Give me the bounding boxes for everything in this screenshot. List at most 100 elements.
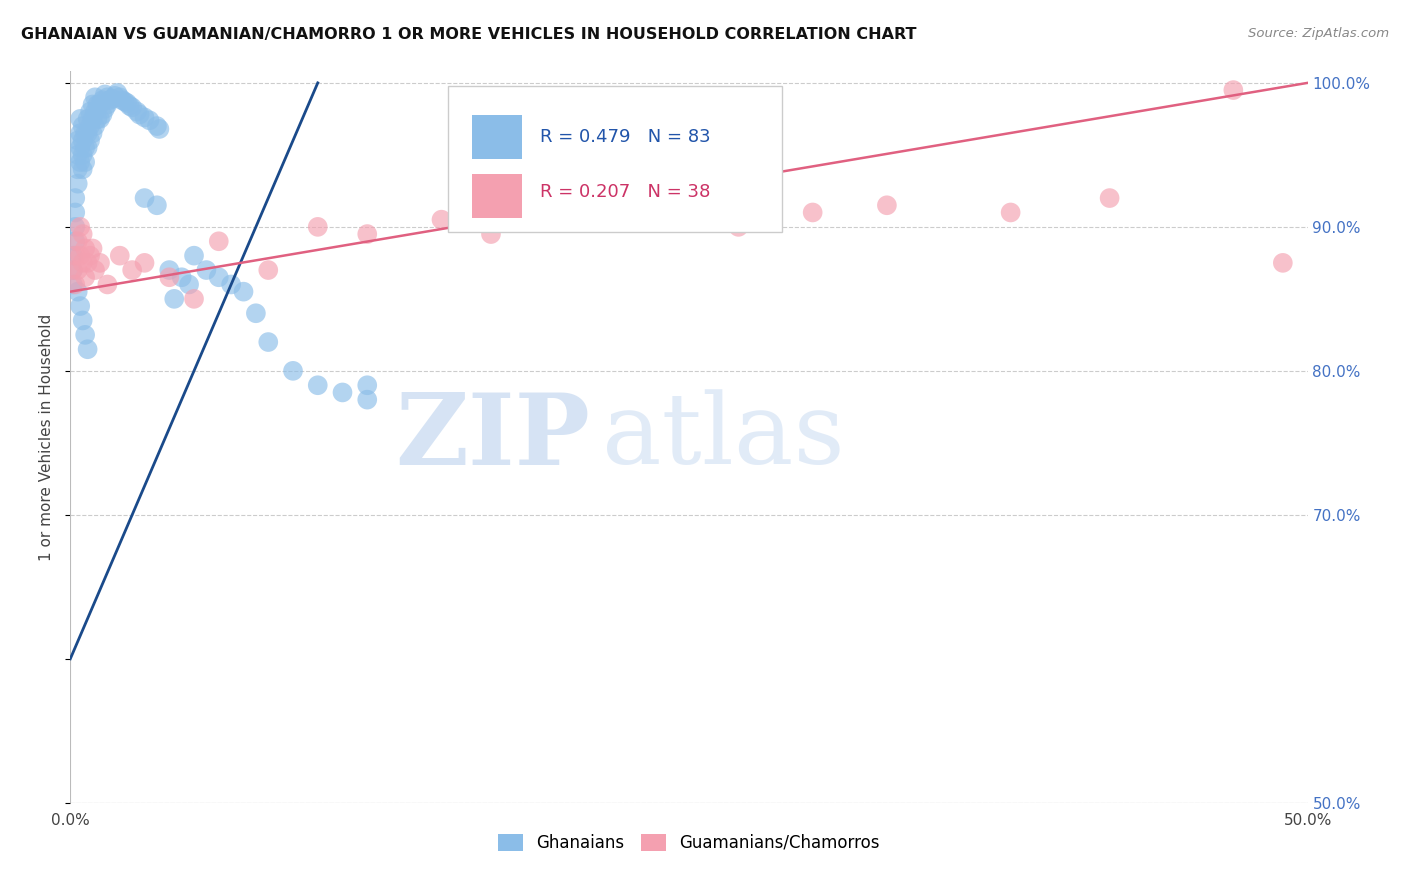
Point [195, 263, 218, 277]
Text: R = 0.479   N = 83: R = 0.479 N = 83 [540, 128, 711, 146]
Point [208, 270, 231, 285]
Point [96, 90, 118, 104]
Point [1000, 205, 1022, 219]
Point [232, 285, 254, 299]
Point [727, 219, 749, 234]
Point [554, 191, 576, 205]
Point [69, 299, 91, 313]
Point [84, 104, 107, 119]
Point [183, 249, 205, 263]
Point [66, 263, 89, 277]
Point [121, 100, 143, 114]
Point [69, 141, 91, 155]
Point [177, 277, 200, 292]
Point [65, 234, 87, 248]
Point [76, 343, 98, 357]
Point [84, 90, 107, 104]
Point [170, 270, 193, 285]
Point [105, 86, 128, 100]
Point [72, 119, 94, 133]
Point [75, 270, 97, 285]
Point [148, 122, 170, 136]
Point [257, 263, 280, 277]
Point [281, 364, 304, 378]
Point [72, 313, 94, 327]
Point [72, 227, 94, 241]
Point [65, 277, 87, 292]
Point [62, 249, 84, 263]
Point [75, 126, 97, 140]
Text: atlas: atlas [602, 389, 845, 485]
Point [114, 95, 136, 109]
Point [82, 242, 104, 256]
Point [134, 111, 156, 125]
Point [69, 219, 91, 234]
Point [219, 277, 242, 292]
Point [82, 97, 104, 112]
Text: R = 0.207   N = 38: R = 0.207 N = 38 [540, 183, 711, 201]
Point [111, 93, 134, 107]
Point [104, 88, 127, 103]
FancyBboxPatch shape [447, 86, 782, 232]
Point [430, 212, 453, 227]
Point [62, 263, 84, 277]
Point [603, 205, 626, 219]
Point [86, 97, 108, 112]
Point [257, 334, 280, 349]
Point [76, 112, 98, 126]
Point [89, 112, 111, 126]
Point [65, 205, 87, 219]
Point [96, 277, 118, 292]
Point [76, 141, 98, 155]
Legend: Ghanaians, Guamanians/Chamorros: Ghanaians, Guamanians/Chamorros [489, 825, 889, 860]
Point [76, 256, 98, 270]
Point [245, 306, 267, 320]
Point [66, 133, 89, 147]
Point [91, 93, 114, 107]
Point [121, 263, 143, 277]
Point [72, 162, 94, 177]
Point [479, 227, 502, 241]
Point [134, 191, 156, 205]
Point [66, 285, 89, 299]
Point [79, 104, 101, 119]
Point [65, 191, 87, 205]
Point [208, 234, 231, 248]
Point [307, 378, 329, 392]
Point [69, 155, 91, 169]
Text: ZIP: ZIP [395, 389, 591, 485]
Point [86, 112, 108, 126]
Point [108, 249, 131, 263]
Point [118, 99, 141, 113]
Point [356, 392, 378, 407]
Point [72, 148, 94, 162]
Point [79, 249, 101, 263]
Point [1222, 83, 1244, 97]
Point [146, 119, 169, 133]
Point [72, 256, 94, 270]
Point [801, 205, 824, 219]
Point [98, 93, 121, 107]
Point [96, 97, 118, 112]
Point [69, 126, 91, 140]
Point [108, 90, 131, 104]
Text: GHANAIAN VS GUAMANIAN/CHAMORRO 1 OR MORE VEHICLES IN HOUSEHOLD CORRELATION CHART: GHANAIAN VS GUAMANIAN/CHAMORRO 1 OR MORE… [21, 27, 917, 42]
Point [652, 212, 675, 227]
Point [138, 113, 160, 128]
Point [1098, 191, 1121, 205]
Point [66, 177, 89, 191]
Point [163, 292, 186, 306]
Point [69, 112, 91, 126]
Point [65, 219, 87, 234]
Point [91, 107, 114, 121]
FancyBboxPatch shape [472, 174, 522, 218]
Point [134, 256, 156, 270]
Point [89, 97, 111, 112]
Point [89, 256, 111, 270]
Point [307, 219, 329, 234]
Point [356, 378, 378, 392]
Point [66, 234, 89, 248]
Point [66, 162, 89, 177]
Point [82, 112, 104, 126]
Point [75, 141, 97, 155]
